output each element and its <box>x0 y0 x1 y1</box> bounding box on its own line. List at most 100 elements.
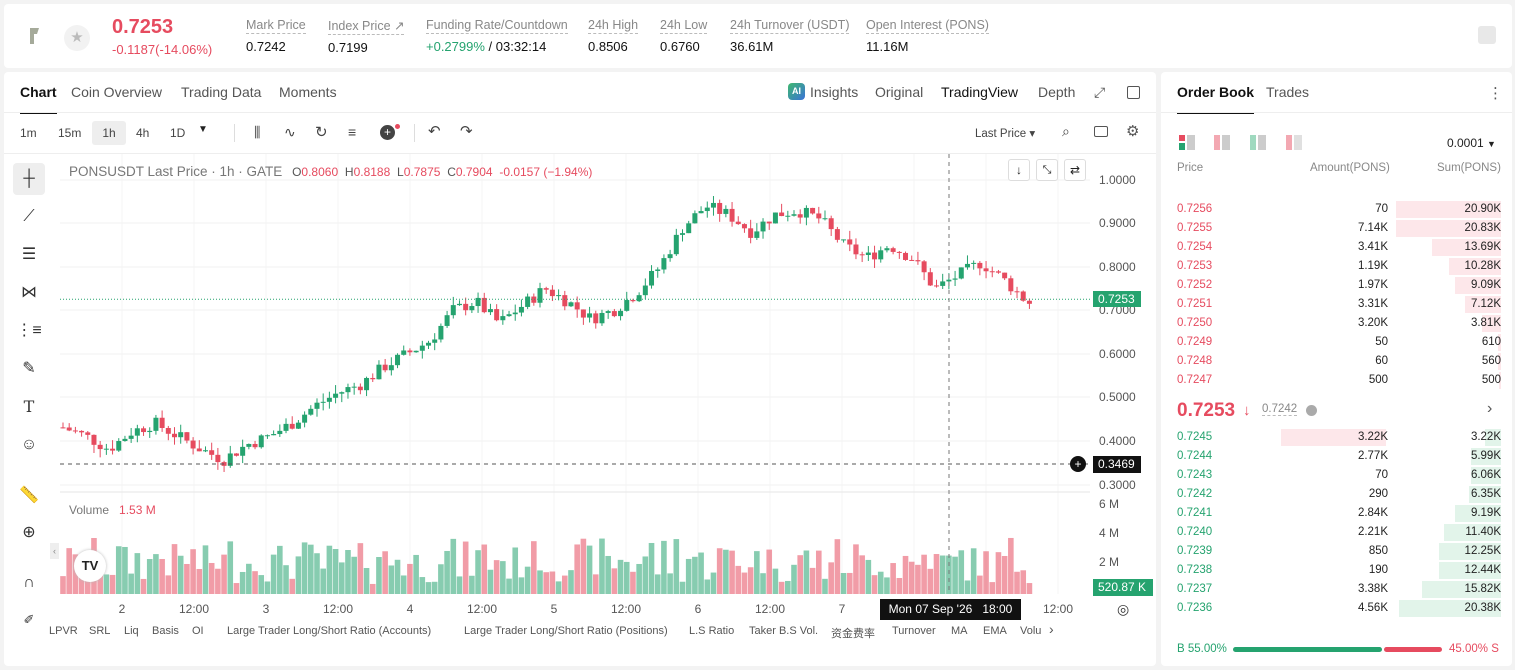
indicator-item[interactable]: Turnover <box>892 625 936 637</box>
ask-row[interactable]: 0.7254 3.41K 13.69K <box>1177 238 1501 257</box>
tab-chart[interactable]: Chart <box>20 84 57 114</box>
book-icon[interactable] <box>1478 26 1496 44</box>
indicator-item[interactable]: Large Trader Long/Short Ratio (Accounts) <box>227 625 432 637</box>
settings-gear-icon[interactable]: ⚙ <box>1126 123 1140 140</box>
indicator-item[interactable]: L.S Ratio <box>689 625 735 637</box>
camera-icon[interactable] <box>1094 126 1108 137</box>
tab-original[interactable]: Original <box>875 84 924 100</box>
indicator-item[interactable]: OI <box>192 625 204 637</box>
tab-insights[interactable]: Insights <box>810 84 859 100</box>
scroll-latest-icon[interactable]: ↓ <box>1008 159 1030 181</box>
ask-row[interactable]: 0.7247 500 500 <box>1177 371 1501 390</box>
ask-row[interactable]: 0.7255 7.14K 20.83K <box>1177 219 1501 238</box>
ask-row[interactable]: 0.7251 3.31K 7.12K <box>1177 295 1501 314</box>
candle-body <box>748 228 754 238</box>
collapse-toolbar-icon[interactable]: ‹ <box>50 543 59 559</box>
redo-icon[interactable]: ↷ <box>460 123 473 140</box>
interval-4h[interactable]: 4h <box>136 126 150 140</box>
interval-1m[interactable]: 1m <box>20 126 37 140</box>
expand-icon[interactable]: ⤢ <box>1094 84 1106 100</box>
indicator-item[interactable]: Volu <box>1020 625 1042 637</box>
undo-icon[interactable]: ↶ <box>428 123 441 140</box>
ruler-tool-icon[interactable]: 📏 <box>19 487 39 504</box>
candle-body <box>983 268 989 272</box>
bid-row[interactable]: 0.7242 290 6.35K <box>1177 485 1501 504</box>
tab-trading-data[interactable]: Trading Data <box>181 84 262 100</box>
book-bids-icon[interactable] <box>1250 135 1266 150</box>
indicator-item[interactable]: SRL <box>89 625 111 637</box>
indicator-item[interactable]: Liq <box>124 625 139 637</box>
interval-1h[interactable]: 1h <box>92 121 126 145</box>
bid-row[interactable]: 0.7239 850 12.25K <box>1177 542 1501 561</box>
indicators-next-icon[interactable]: › <box>1049 621 1054 637</box>
pencil-lock-icon[interactable]: ✐ <box>23 612 35 627</box>
interval-15m[interactable]: 15m <box>58 126 82 140</box>
bid-row[interactable]: 0.7237 3.38K 15.82K <box>1177 580 1501 599</box>
bid-row[interactable]: 0.7238 190 12.44K <box>1177 561 1501 580</box>
stat-index-price[interactable]: Index Price ↗ 0.7199 <box>328 19 405 55</box>
price-change: -0.1187(-14.06%) <box>112 42 213 57</box>
indicator-item[interactable]: Large Trader Long/Short Ratio (Positions… <box>464 625 668 637</box>
bid-row[interactable]: 0.7240 2.21K 11.40K <box>1177 523 1501 542</box>
templates-icon[interactable]: ≡ <box>348 124 357 140</box>
emoji-tool-icon[interactable]: ☺ <box>20 436 38 453</box>
bid-row[interactable]: 0.7243 70 6.06K <box>1177 466 1501 485</box>
ask-row[interactable]: 0.7256 70 20.90K <box>1177 200 1501 219</box>
magnet-tool-icon[interactable]: ∩ <box>23 574 35 591</box>
book-compact-icon[interactable] <box>1286 135 1302 150</box>
zoom-tool-icon[interactable]: ⊕ <box>22 524 36 541</box>
favorite-star-icon[interactable]: ★ <box>64 25 90 51</box>
ask-row[interactable]: 0.7253 1.19K 10.28K <box>1177 257 1501 276</box>
ai-insights-icon[interactable]: AI <box>788 83 805 100</box>
add-alert-icon[interactable]: + <box>380 125 395 140</box>
bid-row[interactable]: 0.7236 4.56K 20.38K <box>1177 599 1501 618</box>
price-source-select[interactable]: Last Price ▾ <box>975 128 1036 140</box>
crosshair-tool-icon[interactable]: ┼ <box>13 163 45 195</box>
tab-depth[interactable]: Depth <box>1038 84 1076 100</box>
trendline-tool-icon[interactable]: ⟋ <box>23 208 35 225</box>
candle-body <box>568 302 574 307</box>
mid-expand-chevron-icon[interactable]: › <box>1487 400 1493 417</box>
parallel-lines-tool-icon[interactable]: ☰ <box>21 246 37 263</box>
window-icon[interactable] <box>1127 86 1140 99</box>
interval-1d[interactable]: 1D <box>170 126 186 140</box>
reset-icon[interactable]: ⇄ <box>1064 159 1086 181</box>
replay-icon[interactable]: ↻ <box>315 124 328 141</box>
collapse-icon[interactable]: ⤡ <box>1036 159 1058 181</box>
ask-row[interactable]: 0.7250 3.20K 3.81K <box>1177 314 1501 333</box>
indicator-item[interactable]: LPVR <box>49 625 78 637</box>
indicator-item[interactable]: 资金费率 <box>831 628 875 640</box>
tab-moments[interactable]: Moments <box>279 84 337 100</box>
brush-tool-icon[interactable]: ✎ <box>22 360 36 377</box>
bid-row[interactable]: 0.7241 2.84K 9.19K <box>1177 504 1501 523</box>
candles-icon[interactable]: ⫼ <box>254 124 261 140</box>
tab-tradingview[interactable]: TradingView <box>941 84 1019 100</box>
fib-tool-icon[interactable]: ⋮≡ <box>16 322 42 339</box>
book-asks-icon[interactable] <box>1214 135 1230 150</box>
indicator-item[interactable]: EMA <box>983 625 1007 637</box>
precision-select[interactable]: 0.0001 ▼ <box>1447 136 1496 150</box>
indicator-item[interactable]: Taker B.S Vol. <box>749 625 819 637</box>
tab-trades[interactable]: Trades <box>1266 84 1310 100</box>
search-icon[interactable]: ⌕ <box>1062 123 1070 139</box>
pattern-tool-icon[interactable]: ⋈ <box>21 284 37 301</box>
tradingview-logo-icon[interactable]: TV <box>74 550 106 582</box>
ask-row[interactable]: 0.7252 1.97K 9.09K <box>1177 276 1501 295</box>
interval-dropdown-icon[interactable]: ▼ <box>198 124 208 135</box>
tab-coin-overview[interactable]: Coin Overview <box>71 84 163 100</box>
add-crosshair-icon[interactable]: + <box>1070 456 1086 472</box>
text-tool-icon[interactable]: T <box>23 397 35 416</box>
ask-row[interactable]: 0.7249 50 610 <box>1177 333 1501 352</box>
candlestick-chart[interactable] <box>60 154 1150 624</box>
tab-order-book[interactable]: Order Book <box>1177 84 1255 114</box>
book-both-icon[interactable] <box>1179 135 1195 150</box>
volume-bar <box>630 571 636 594</box>
bid-row[interactable]: 0.7245 3.22K 3.22K <box>1177 428 1501 447</box>
bid-row[interactable]: 0.7244 2.77K 5.99K <box>1177 447 1501 466</box>
ask-row[interactable]: 0.7248 60 560 <box>1177 352 1501 371</box>
more-menu-icon[interactable]: ⋮ <box>1488 85 1503 102</box>
indicator-item[interactable]: Basis <box>152 625 179 637</box>
axis-settings-icon[interactable]: ◎ <box>1117 601 1130 617</box>
indicator-item[interactable]: MA <box>951 625 968 637</box>
indicators-icon[interactable]: ∿ <box>284 124 296 140</box>
